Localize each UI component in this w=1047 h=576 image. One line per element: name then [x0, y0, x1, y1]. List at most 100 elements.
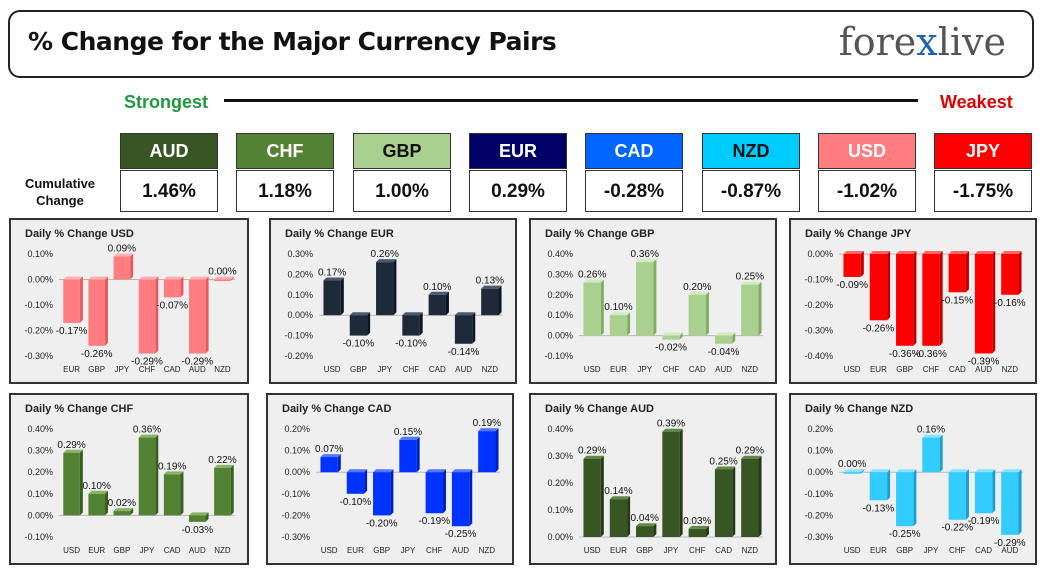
y-tick-label: 0.20%: [547, 290, 573, 300]
y-tick-label: 0.00%: [547, 532, 573, 542]
chart-title: Daily % Change AUD: [545, 403, 654, 415]
data-label-aud: -0.04%: [708, 347, 740, 358]
y-tick-label: -0.20%: [284, 351, 313, 361]
bar-chf: [662, 332, 683, 340]
bar-chf: [948, 469, 969, 520]
x-tick-label: GBP: [896, 365, 913, 374]
y-tick-label: -0.10%: [281, 489, 310, 499]
bar-nzd: [481, 285, 502, 316]
bar-gbp: [88, 276, 109, 346]
x-tick-label: CHF: [949, 546, 966, 555]
bar-nzd: [478, 428, 499, 473]
data-label-jpy: 0.15%: [394, 427, 422, 438]
bar-gbp: [896, 251, 917, 346]
data-label-nzd: 0.19%: [473, 418, 501, 429]
x-tick-label: JPY: [115, 365, 130, 374]
data-label-chf: -0.29%: [131, 356, 163, 367]
bar-eur: [869, 251, 891, 321]
y-tick-label: 0.20%: [547, 478, 573, 488]
bar-nzd: [214, 276, 234, 281]
x-tick-label: JPY: [924, 546, 939, 555]
data-label-jpy: 0.26%: [371, 249, 399, 260]
rank-currency-gbp: GBP: [353, 133, 451, 169]
rank-currency-nzd: NZD: [702, 133, 800, 169]
bar-nzd: [741, 455, 762, 537]
x-tick-label: JPY: [401, 546, 416, 555]
data-label-aud: -0.14%: [448, 347, 480, 358]
data-label-gbp: -0.36%: [889, 349, 921, 360]
data-label-usd: 0.00%: [838, 459, 866, 470]
data-label-nzd: 0.00%: [208, 267, 236, 278]
x-tick-label: NZD: [479, 546, 496, 555]
data-label-usd: 0.17%: [318, 268, 346, 279]
y-tick-label: 0.10%: [27, 249, 53, 259]
bar-gbp: [896, 469, 917, 527]
y-tick-label: -0.10%: [544, 351, 573, 361]
y-tick-label: -0.30%: [24, 351, 53, 361]
x-tick-label: CAD: [975, 546, 992, 555]
data-label-gbp: -0.10%: [343, 339, 375, 350]
y-tick-label: 0.00%: [807, 249, 833, 259]
bar-jpy: [138, 434, 159, 516]
data-label-chf: -0.02%: [655, 343, 687, 354]
bar-nzd: [214, 464, 234, 516]
x-tick-label: GBP: [896, 546, 913, 555]
panel-usd: Daily % Change USD 0.10% 0.00% -0.10% -0.20%…: [9, 218, 249, 384]
y-tick-label: 0.00%: [284, 467, 310, 477]
y-tick-label: 0.20%: [284, 424, 310, 434]
x-tick-label: NZD: [214, 365, 231, 374]
y-tick-label: -0.10%: [804, 275, 833, 285]
data-label-nzd: 0.13%: [476, 276, 504, 287]
bar-cad: [948, 251, 969, 293]
x-tick-label: AUD: [975, 365, 992, 374]
x-tick-label: NZD: [214, 546, 231, 555]
rank-value-nzd: -0.87%: [702, 170, 800, 212]
data-label-jpy: 0.16%: [917, 425, 945, 436]
bar-jpy: [636, 259, 657, 336]
chart-title: Daily % Change CHF: [25, 403, 133, 415]
y-tick-label: 0.10%: [284, 446, 310, 456]
bar-chf: [425, 469, 446, 514]
bar-usd: [843, 251, 864, 277]
panel-eur: Daily % Change EUR 0.30% 0.20% 0.10% 0.00% -0…: [269, 218, 517, 384]
data-label-usd: 0.26%: [578, 270, 606, 281]
bar-jpy: [922, 434, 943, 473]
y-tick-label: 0.40%: [27, 424, 53, 434]
bar-chf: [688, 525, 709, 537]
x-tick-label: EUR: [347, 546, 364, 555]
y-tick-label: -0.40%: [804, 351, 833, 361]
x-tick-label: AUD: [455, 365, 472, 374]
bar-eur: [88, 490, 109, 516]
y-tick-label: -0.30%: [804, 326, 833, 336]
panel-jpy: Daily % Change JPY 0.00% -0.10% -0.20% -0.30…: [789, 218, 1037, 384]
data-label-eur: 0.14%: [604, 486, 632, 497]
bar-cad: [163, 276, 184, 298]
x-tick-label: GBP: [88, 365, 105, 374]
rank-value-jpy: -1.75%: [934, 170, 1032, 212]
x-tick-label: JPY: [140, 546, 155, 555]
x-tick-label: USD: [584, 546, 601, 555]
data-label-gbp: -0.26%: [81, 349, 113, 360]
y-tick-label: 0.20%: [807, 424, 833, 434]
bar-chf: [138, 276, 159, 354]
data-label-nzd: 0.25%: [736, 272, 764, 283]
y-tick-label: -0.20%: [804, 510, 833, 520]
x-tick-label: CAD: [164, 365, 181, 374]
data-label-cad: -0.15%: [941, 295, 973, 306]
rank-currency-jpy: JPY: [934, 133, 1032, 169]
bar-usd: [843, 469, 864, 474]
x-tick-label: EUR: [63, 365, 80, 374]
data-label-eur: 0.10%: [83, 481, 111, 492]
bar-aud: [454, 312, 476, 344]
data-label-chf: 0.03%: [683, 516, 711, 527]
data-label-nzd: -0.16%: [994, 298, 1026, 309]
x-tick-label: USD: [324, 365, 341, 374]
x-tick-label: USD: [321, 546, 338, 555]
y-tick-label: 0.00%: [27, 510, 53, 520]
y-tick-label: 0.40%: [547, 249, 573, 259]
data-label-usd: 0.29%: [57, 440, 85, 451]
x-tick-label: AUD: [189, 365, 206, 374]
x-tick-label: NZD: [482, 365, 499, 374]
data-label-cad: -0.07%: [156, 300, 188, 311]
chart-bg: [11, 395, 247, 563]
